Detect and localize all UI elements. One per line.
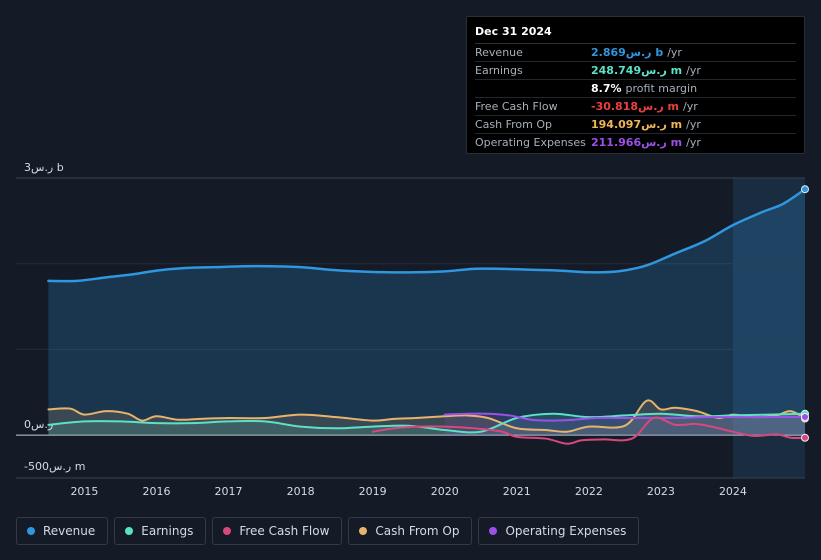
x-tick-label: 2017: [215, 485, 243, 498]
legend-label: Earnings: [141, 524, 194, 538]
x-tick-label: 2019: [359, 485, 387, 498]
series-areas: [48, 189, 805, 436]
legend-item-free-cash-flow[interactable]: Free Cash Flow: [212, 517, 343, 545]
free-cash-flow-endpoint: [801, 433, 809, 442]
x-tick-label: 2020: [431, 485, 459, 498]
x-tick-label: 2024: [719, 485, 747, 498]
tooltip-row: Earnings 248.749ر.س m/yr: [475, 62, 796, 80]
tooltip-row-value: 2.869ر.س b: [591, 46, 664, 59]
x-tick-label: 2023: [647, 485, 675, 498]
tooltip-row-label: Operating Expenses: [475, 136, 586, 149]
legend-dot-icon: [125, 527, 134, 535]
tooltip-rows: Revenue 2.869ر.س b/yr Earnings 248.749ر.س m…: [475, 44, 796, 151]
legend-dot-icon: [359, 527, 368, 535]
y-tick-zero: 0ر.س: [24, 418, 53, 431]
x-axis-ticks: 2015 2016 2017 2018 2019 2020 2021 2022 2023 2024: [70, 485, 746, 498]
x-tick-label: 2016: [143, 485, 171, 498]
legend-item-cash-from-op[interactable]: Cash From Op: [348, 517, 473, 545]
earnings-line: [47, 412, 806, 434]
revenue-area: [48, 189, 805, 436]
cash-from-op-line: [47, 399, 806, 433]
legend-label: Operating Expenses: [505, 524, 627, 538]
x-tick-label: 2022: [575, 485, 603, 498]
tooltip-row-unit: /yr: [667, 46, 682, 59]
tooltip-row-unit: /yr: [686, 136, 701, 149]
earnings-area: [48, 413, 805, 436]
operating-expenses-endpoint: [801, 412, 809, 421]
tooltip-row-label: Cash From Op: [475, 118, 553, 131]
legend-label: Revenue: [43, 524, 96, 538]
series-endpoints: [801, 185, 809, 442]
tooltip-row: Cash From Op 194.097ر.س m/yr: [475, 116, 796, 134]
chart-highlight-region: [732, 178, 805, 478]
x-tick-label: 2015: [70, 485, 98, 498]
revenue-endpoint: [801, 185, 809, 194]
tooltip-row-label: Revenue: [475, 46, 523, 59]
revenue-line: [47, 187, 807, 283]
tooltip: Dec 31 2024 Revenue 2.869ر.س b/yr Earnings…: [466, 16, 805, 154]
legend-item-operating-expenses[interactable]: Operating Expenses: [478, 517, 640, 545]
tooltip-row: Operating Expenses 211.966ر.س m/yr: [475, 134, 796, 151]
tooltip-date: Dec 31 2024: [475, 25, 796, 44]
tooltip-row: 8.7% profit margin: [475, 80, 796, 98]
x-tick-label: 2018: [287, 485, 315, 498]
tooltip-row-value: 211.966ر.س m: [591, 136, 683, 149]
legend-label: Free Cash Flow: [239, 524, 330, 538]
series-lines: [47, 187, 807, 445]
operating-expenses-line: [443, 412, 806, 422]
tooltip-row: Revenue 2.869ر.س b/yr: [475, 44, 796, 62]
legend-dot-icon: [223, 527, 232, 535]
tooltip-row-value: 8.7%: [591, 82, 622, 95]
tooltip-row-value: -30.818ر.س m: [591, 100, 680, 113]
tooltip-row-label: Earnings: [475, 64, 523, 77]
y-tick-bottom: -500ر.س m: [24, 460, 85, 473]
grid-lines: [16, 177, 805, 479]
tooltip-row-value: 194.097ر.س m: [591, 118, 683, 131]
tooltip-row-value: 248.749ر.س m: [591, 64, 683, 77]
legend-item-revenue[interactable]: Revenue: [16, 517, 109, 545]
y-tick-top: 3ر.س b: [24, 161, 64, 174]
legend-item-earnings[interactable]: Earnings: [114, 517, 207, 545]
x-tick-label: 2021: [503, 485, 531, 498]
legend-label: Cash From Op: [375, 524, 460, 538]
legend: Revenue Earnings Free Cash Flow Cash From O…: [16, 517, 640, 545]
tooltip-row: Free Cash Flow -30.818ر.س m/yr: [475, 98, 796, 116]
tooltip-row-unit: /yr: [686, 64, 701, 77]
legend-dot-icon: [27, 527, 35, 535]
tooltip-row-unit: /yr: [683, 100, 698, 113]
free-cash-flow-line: [371, 416, 806, 445]
tooltip-row-unit: /yr: [686, 118, 701, 131]
tooltip-row-label: Free Cash Flow: [475, 100, 558, 113]
legend-dot-icon: [489, 527, 498, 535]
tooltip-row-unit: profit margin: [625, 82, 698, 95]
